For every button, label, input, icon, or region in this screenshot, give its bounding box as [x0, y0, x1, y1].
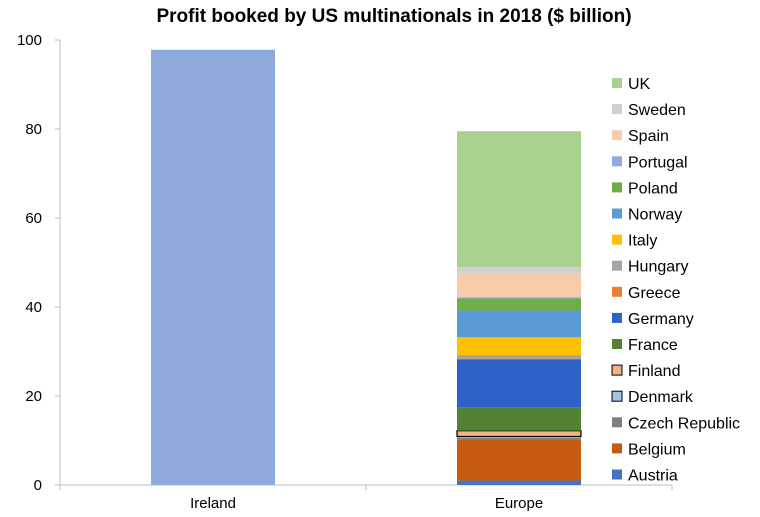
- legend-label: France: [628, 337, 678, 354]
- legend-swatch: [612, 417, 622, 428]
- chart-title: Profit booked by US multinationals in 20…: [156, 6, 631, 27]
- bar-ireland: [151, 49, 275, 485]
- legend: UK Sweden Spain Portugal Poland Norway Italy Hu…: [611, 76, 740, 485]
- legend-label: Spain: [628, 128, 669, 145]
- bar-segment-austria: [457, 480, 581, 485]
- axes: 0 20 40 60 80 100 Ireland Europe: [17, 32, 673, 512]
- y-tick-label: 100: [17, 32, 42, 49]
- bar-segment-czech-republic: [457, 437, 581, 440]
- y-tick-label: 40: [25, 299, 42, 316]
- bar-segment-portugal: [457, 297, 581, 299]
- legend-swatch: [612, 156, 622, 167]
- bar-segment-greece: [457, 358, 581, 360]
- legend-swatch: [612, 130, 622, 141]
- legend-swatch: [611, 364, 623, 376]
- legend-swatch: [612, 443, 622, 454]
- legend-label: Belgium: [628, 441, 686, 458]
- legend-swatch: [612, 312, 622, 323]
- bar-segment-france: [457, 407, 581, 431]
- x-tick-label: Europe: [495, 495, 543, 512]
- bar-segment-italy: [457, 337, 581, 356]
- y-tick-label: 60: [25, 210, 42, 227]
- legend-label: Norway: [628, 207, 682, 224]
- bars: [151, 49, 582, 485]
- legend-label: Poland: [628, 180, 678, 197]
- bar-segment-hungary: [457, 355, 581, 359]
- legend-label: Austria: [628, 468, 678, 485]
- legend-swatch: [612, 260, 622, 271]
- y-tick-label: 0: [34, 477, 42, 494]
- legend-label: Czech Republic: [628, 415, 740, 432]
- legend-label: Italy: [628, 233, 657, 250]
- legend-label: Portugal: [628, 154, 688, 171]
- legend-label: UK: [628, 76, 651, 93]
- bar-segment-finland: [456, 430, 582, 438]
- bar-segment-sweden: [457, 266, 581, 274]
- bar-segment-norway: [457, 310, 581, 338]
- bar-segment-denmark: [457, 436, 581, 438]
- legend-swatch: [612, 469, 622, 480]
- y-tick-label: 80: [25, 121, 42, 138]
- legend-label: Denmark: [628, 389, 694, 406]
- x-tick-label: Ireland: [190, 495, 236, 512]
- legend-swatch: [611, 390, 623, 402]
- legend-label: Hungary: [628, 259, 688, 276]
- legend-label: Finland: [628, 363, 680, 380]
- legend-swatch: [612, 286, 622, 297]
- legend-swatch: [612, 78, 622, 88]
- legend-label: Germany: [628, 311, 694, 328]
- bar-segment-poland: [457, 298, 581, 311]
- legend-swatch: [612, 339, 622, 349]
- legend-swatch: [612, 182, 622, 193]
- legend-label: Sweden: [628, 102, 686, 119]
- bar-segment-belgium: [457, 439, 581, 481]
- legend-swatch: [612, 234, 622, 245]
- bar-segment-uk: [457, 131, 581, 267]
- legend-swatch: [612, 104, 622, 115]
- bar-segment-spain: [457, 273, 581, 298]
- legend-label: Greece: [628, 285, 681, 302]
- y-tick-label: 20: [25, 388, 42, 405]
- legend-swatch: [612, 208, 622, 219]
- bar-segment-germany: [457, 359, 581, 408]
